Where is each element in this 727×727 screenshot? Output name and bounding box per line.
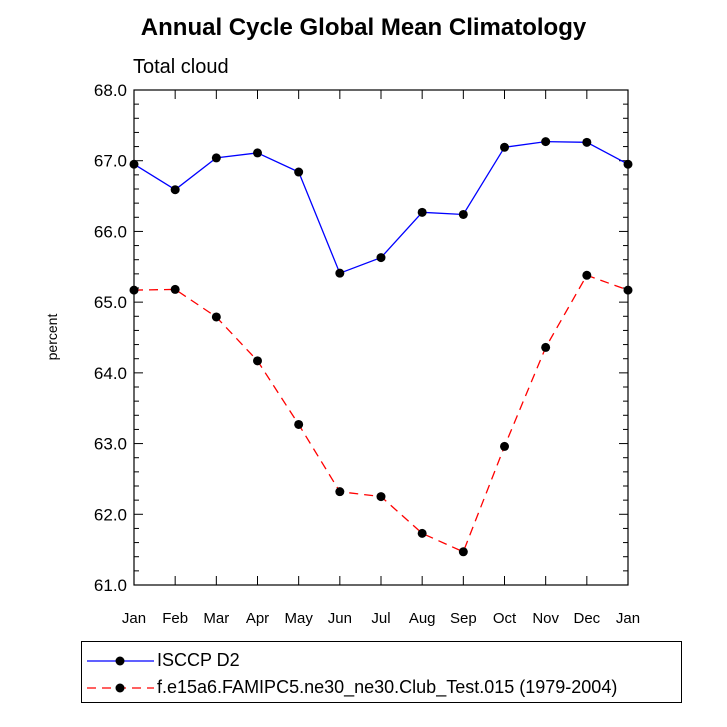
x-tick-label: Aug	[409, 610, 436, 627]
y-tick-label: 64.0	[94, 364, 127, 383]
legend-label-isccp: ISCCP D2	[157, 650, 240, 670]
series-1-point	[335, 487, 345, 497]
series-1-point	[500, 441, 509, 451]
series-0-point	[541, 137, 551, 147]
legend-swatch-model	[87, 683, 154, 693]
y-tick-label: 65.0	[94, 293, 127, 312]
y-tick-label: 61.0	[94, 576, 127, 595]
series-0-point	[500, 142, 509, 152]
series-1-point	[211, 312, 221, 322]
series-0-point	[335, 268, 345, 278]
y-tick-label: 63.0	[94, 435, 127, 454]
x-tick-label: Mar	[203, 610, 229, 627]
series-1-point	[541, 342, 551, 352]
series-1-point	[582, 270, 592, 280]
legend: ISCCP D2 f.e15a6.FAMIPC5.ne30_ne30.Club_…	[81, 641, 682, 703]
x-tick-label: Jan	[122, 610, 146, 627]
legend-swatch-isccp	[87, 656, 154, 666]
x-tick-label: May	[284, 610, 313, 627]
x-tick-label: Jun	[328, 610, 352, 627]
series-0-point	[211, 153, 221, 163]
series-0-point	[170, 185, 180, 195]
legend-entry-isccp: ISCCP D2	[82, 650, 682, 670]
y-tick-label: 66.0	[94, 222, 127, 241]
x-tick-label: Jan	[616, 610, 640, 627]
y-tick-label: 68.0	[94, 81, 127, 100]
x-tick-label: Feb	[162, 610, 188, 627]
series-1-point	[623, 285, 633, 295]
y-tick-label: 67.0	[94, 152, 127, 171]
legend-entry-model: f.e15a6.FAMIPC5.ne30_ne30.Club_Test.015 …	[82, 677, 682, 697]
series-0-point	[623, 159, 633, 169]
chart-subtitle: Total cloud	[133, 56, 229, 78]
x-tick-label: Sep	[450, 610, 477, 627]
x-tick-label: Nov	[532, 610, 559, 627]
series-1-point	[170, 284, 180, 294]
series-0-point	[417, 207, 427, 217]
y-tick-label: 62.0	[94, 505, 127, 524]
x-tick-label: Dec	[573, 610, 600, 627]
series-0-point	[294, 167, 304, 177]
series-0-point	[582, 137, 592, 147]
series-1-point	[129, 285, 139, 295]
x-tick-label: Jul	[371, 610, 390, 627]
series-1-point	[253, 356, 262, 366]
series-line-1	[133, 274, 629, 553]
legend-label-model: f.e15a6.FAMIPC5.ne30_ne30.Club_Test.015 …	[157, 677, 618, 697]
chart-title: Annual Cycle Global Mean Climatology	[140, 14, 587, 41]
series-0-point	[129, 159, 139, 169]
series-1-point	[458, 547, 468, 557]
series-1-point	[417, 528, 427, 538]
series-0-point	[458, 209, 468, 219]
x-tick-label: Oct	[493, 610, 517, 627]
series-0-point	[253, 148, 262, 158]
series-0-point	[376, 253, 386, 263]
series-1-point	[376, 492, 386, 502]
series-1-point	[294, 419, 304, 429]
x-tick-label: Apr	[246, 610, 269, 627]
